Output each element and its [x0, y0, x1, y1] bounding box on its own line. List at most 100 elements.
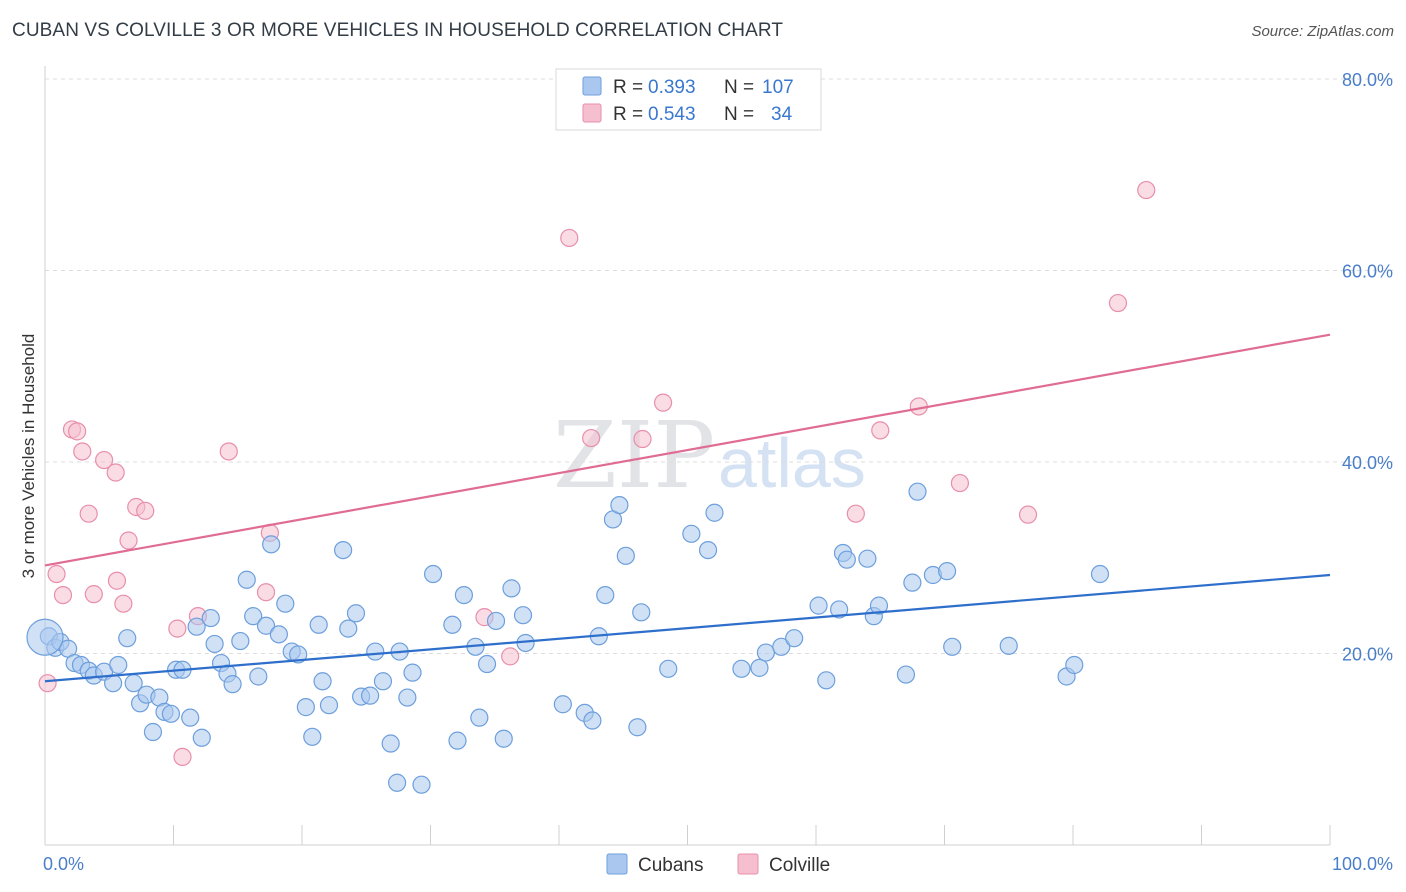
- cubans-point: [443, 615, 462, 634]
- legend-r-value-colville: 0.543: [648, 104, 696, 125]
- cubans-point: [750, 658, 769, 677]
- y-tick-label: 80.0%: [1342, 70, 1393, 90]
- colville-point: [1108, 293, 1128, 313]
- cubans-point: [303, 727, 322, 746]
- cubans-trend-line: [44, 573, 1331, 683]
- cubans-point: [616, 546, 635, 565]
- source-credit: Source: ZipAtlas.com: [1251, 23, 1394, 40]
- colville-point: [1137, 180, 1156, 200]
- cubans-point: [361, 686, 380, 705]
- colville-point: [68, 422, 87, 441]
- cubans-point: [858, 549, 877, 568]
- legend-r-label: R =: [613, 104, 643, 125]
- colville-point: [653, 393, 673, 412]
- cubans-point: [26, 618, 64, 656]
- cubans-point: [313, 672, 332, 691]
- cubans-point: [237, 570, 256, 589]
- cubans-point: [486, 611, 506, 631]
- colville-point: [84, 585, 103, 604]
- x-tick-label: 100.0%: [1332, 854, 1393, 874]
- cubans-point: [346, 604, 366, 623]
- colville-point: [582, 428, 601, 448]
- cubans-point: [249, 667, 268, 686]
- cubans-point: [732, 659, 751, 678]
- cubans-point: [448, 731, 467, 750]
- colville-point: [47, 564, 66, 584]
- cubans-point: [398, 688, 417, 707]
- cubans-point: [334, 540, 353, 560]
- cubans-point: [387, 773, 407, 792]
- legend-r-label: R =: [613, 77, 643, 98]
- legend-swatch-colville: [582, 103, 602, 123]
- cubans-point: [502, 579, 521, 598]
- colville-point: [53, 585, 73, 605]
- colville-point: [560, 228, 579, 248]
- cubans-point: [943, 637, 962, 656]
- colville-point: [79, 504, 98, 523]
- cubans-point: [309, 615, 328, 634]
- cubans-point: [104, 674, 123, 693]
- cubans-point: [698, 540, 718, 560]
- bottom-legend-cubans: Cubans: [638, 855, 704, 876]
- legend-swatch-cubans: [582, 76, 602, 96]
- cubans-point: [187, 617, 206, 636]
- bottom-legend-colville: Colville: [769, 855, 830, 876]
- cubans-point: [373, 672, 393, 691]
- cubans-point: [903, 573, 922, 592]
- cubans-point: [470, 708, 489, 727]
- cubans-point: [494, 729, 513, 748]
- watermark-zip: ZIP: [553, 402, 715, 509]
- cubans-points: [26, 482, 1110, 794]
- legend-n-value-cubans: 107: [762, 77, 794, 98]
- cubans-point: [262, 535, 281, 554]
- cubans-point: [830, 600, 849, 619]
- cubans-point: [817, 671, 836, 690]
- cubans-point: [785, 629, 804, 648]
- cubans-point: [412, 775, 431, 794]
- bottom-legend-swatch-cubans: [606, 853, 628, 875]
- colville-point: [1018, 505, 1038, 524]
- colville-point: [950, 473, 970, 493]
- cubans-point: [999, 636, 1018, 655]
- trend-lines: [44, 333, 1331, 683]
- cubans-point: [381, 734, 400, 753]
- cubans-point: [513, 606, 533, 625]
- cubans-point: [403, 663, 422, 682]
- cubans-point: [477, 654, 497, 674]
- cubans-point: [682, 524, 701, 543]
- colville-point: [106, 463, 125, 482]
- colville-point: [114, 594, 133, 613]
- cubans-point: [181, 708, 200, 727]
- colville-point: [73, 442, 92, 461]
- colville-point: [871, 421, 890, 440]
- colville-point: [38, 674, 57, 693]
- cubans-point: [276, 594, 295, 613]
- top-legend: R = 0.393 N = 107 R = 0.543 N = 34: [555, 68, 822, 131]
- grid-lines: [45, 78, 1393, 654]
- cubans-point: [772, 637, 791, 656]
- cubans-point: [628, 718, 647, 737]
- x-tick-label: 0.0%: [43, 854, 84, 874]
- bottom-legend: Cubans Colville: [606, 853, 830, 876]
- cubans-point: [596, 585, 615, 605]
- legend-n-label: N =: [724, 104, 754, 125]
- cubans-point: [161, 704, 181, 723]
- cubans-point: [756, 643, 775, 662]
- colville-point: [219, 442, 238, 461]
- legend-r-value-cubans: 0.393: [648, 77, 696, 98]
- cubans-point: [109, 655, 128, 675]
- cubans-point: [809, 596, 828, 615]
- colville-point: [846, 504, 865, 523]
- cubans-point: [659, 659, 678, 678]
- cubans-point: [244, 607, 263, 626]
- bottom-legend-swatch-colville: [737, 853, 759, 875]
- colville-point: [501, 647, 520, 666]
- cubans-point: [553, 695, 572, 714]
- y-tick-label: 20.0%: [1342, 645, 1393, 665]
- cubans-point: [583, 711, 602, 730]
- cubans-point: [256, 616, 276, 635]
- colville-point: [136, 501, 155, 520]
- cubans-point: [269, 625, 288, 644]
- colville-point: [95, 450, 114, 470]
